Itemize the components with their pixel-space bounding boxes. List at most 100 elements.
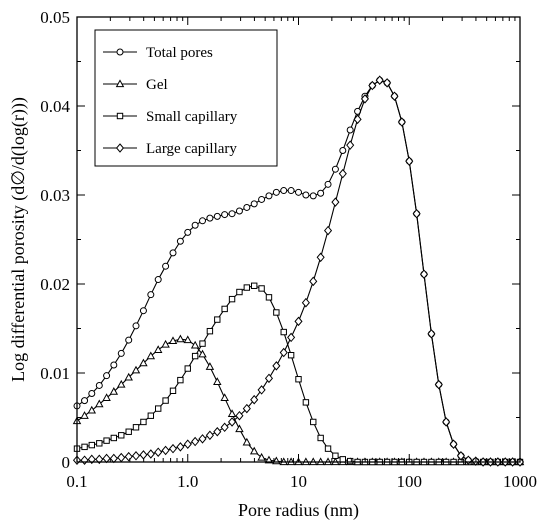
data-point-small-capillary	[118, 432, 125, 439]
data-point-total-pores	[324, 180, 332, 188]
legend-marker-large-capillary	[115, 143, 125, 153]
data-point-large-capillary	[346, 140, 355, 150]
data-point-total-pores	[147, 291, 155, 299]
data-point-total-pores	[213, 212, 221, 220]
data-point-large-capillary	[131, 450, 141, 461]
x-tick-label: 100	[397, 472, 423, 491]
data-point-total-pores	[235, 207, 243, 215]
data-point-large-capillary	[183, 439, 192, 449]
data-point-gel	[146, 351, 156, 360]
data-point-small-capillary	[103, 437, 110, 444]
data-point-small-capillary	[265, 294, 273, 301]
data-point-gel	[198, 349, 207, 358]
data-point-large-capillary	[154, 447, 163, 457]
x-tick-label: 0.1	[66, 472, 87, 491]
data-point-gel	[183, 335, 192, 344]
data-point-large-capillary	[213, 426, 222, 437]
data-point-large-capillary	[250, 394, 259, 405]
data-point-total-pores	[317, 189, 325, 197]
data-point-total-pores	[117, 349, 125, 357]
data-point-gel	[242, 437, 252, 446]
data-point-total-pores	[243, 203, 251, 211]
data-point-small-capillary	[310, 418, 317, 426]
x-tick-label: 10	[290, 472, 307, 491]
data-point-large-capillary	[309, 276, 318, 287]
data-point-gel	[213, 377, 222, 385]
legend-marker-small-capillary	[116, 112, 124, 120]
data-point-small-capillary	[147, 412, 155, 419]
ticks-layer: 0.1 1.0 10 100 1000 0 0.01 0.02 0.03 0.04 0.05	[40, 8, 537, 491]
data-point-large-capillary	[279, 347, 288, 358]
data-point-small-capillary	[199, 340, 206, 347]
data-point-total-pores	[191, 221, 199, 229]
data-point-small-capillary	[295, 376, 302, 383]
data-point-large-capillary	[161, 445, 170, 456]
y-tick-label: 0	[62, 453, 71, 472]
data-point-large-capillary	[227, 417, 237, 427]
data-point-large-capillary	[109, 453, 118, 464]
data-point-small-capillary	[243, 284, 251, 291]
data-point-small-capillary	[169, 387, 177, 395]
data-point-large-capillary	[205, 430, 214, 441]
data-point-large-capillary	[301, 297, 310, 308]
data-point-large-capillary	[456, 450, 465, 461]
data-point-large-capillary	[383, 78, 392, 88]
data-point-large-capillary	[87, 454, 96, 465]
data-point-total-pores	[258, 195, 266, 203]
data-point-large-capillary	[360, 94, 370, 104]
data-point-total-pores	[331, 165, 339, 173]
data-point-gel	[235, 424, 244, 433]
data-point-large-capillary	[375, 75, 384, 85]
legend-marker-total-pores	[116, 48, 124, 56]
data-point-large-capillary	[168, 443, 178, 454]
legend-marker-gel	[115, 79, 125, 88]
data-point-large-capillary	[257, 385, 266, 395]
data-point-small-capillary	[287, 352, 295, 359]
data-point-small-capillary	[155, 405, 162, 412]
y-tick-label: 0.05	[40, 8, 70, 27]
data-point-large-capillary	[287, 332, 296, 343]
data-point-large-capillary	[368, 80, 377, 91]
data-point-small-capillary	[221, 305, 228, 313]
data-point-gel	[102, 393, 111, 402]
data-point-small-capillary	[184, 365, 191, 372]
data-point-large-capillary	[102, 453, 111, 464]
data-point-small-capillary	[96, 440, 103, 447]
legend-label-small-capillary: Small capillary	[146, 109, 238, 125]
data-point-small-capillary	[346, 457, 354, 465]
data-point-large-capillary	[442, 417, 451, 427]
data-point-gel	[161, 339, 170, 348]
series-large-capillary	[72, 75, 525, 467]
data-point-small-capillary	[258, 285, 265, 292]
legend-label-gel: Gel	[146, 77, 168, 93]
data-point-gel	[227, 409, 237, 418]
data-point-large-capillary	[405, 156, 414, 166]
data-point-small-capillary	[81, 443, 88, 451]
data-point-gel	[190, 340, 200, 349]
data-point-small-capillary	[125, 428, 132, 435]
data-point-total-pores	[295, 188, 302, 196]
data-point-large-capillary	[338, 168, 347, 179]
data-point-large-capillary	[235, 410, 244, 421]
data-point-total-pores	[265, 192, 273, 200]
y-tick-label: 0.04	[40, 97, 70, 116]
data-point-total-pores	[287, 187, 295, 195]
data-point-small-capillary	[88, 441, 95, 449]
data-point-large-capillary	[412, 208, 421, 219]
y-tick-label: 0.02	[40, 275, 70, 294]
data-point-gel	[109, 387, 119, 395]
data-point-small-capillary	[273, 309, 280, 316]
legend-label-large-capillary: Large capillary	[146, 141, 237, 157]
data-point-total-pores	[81, 397, 89, 405]
data-point-gel	[220, 393, 229, 402]
data-point-large-capillary	[449, 439, 458, 449]
data-point-gel	[168, 336, 178, 345]
data-point-gel	[153, 345, 163, 353]
data-point-large-capillary	[331, 197, 340, 207]
data-point-small-capillary	[324, 445, 332, 452]
data-point-large-capillary	[220, 422, 229, 433]
data-point-large-capillary	[419, 269, 429, 279]
data-point-large-capillary	[117, 452, 126, 463]
data-point-total-pores	[132, 322, 140, 330]
data-point-gel	[176, 334, 185, 343]
